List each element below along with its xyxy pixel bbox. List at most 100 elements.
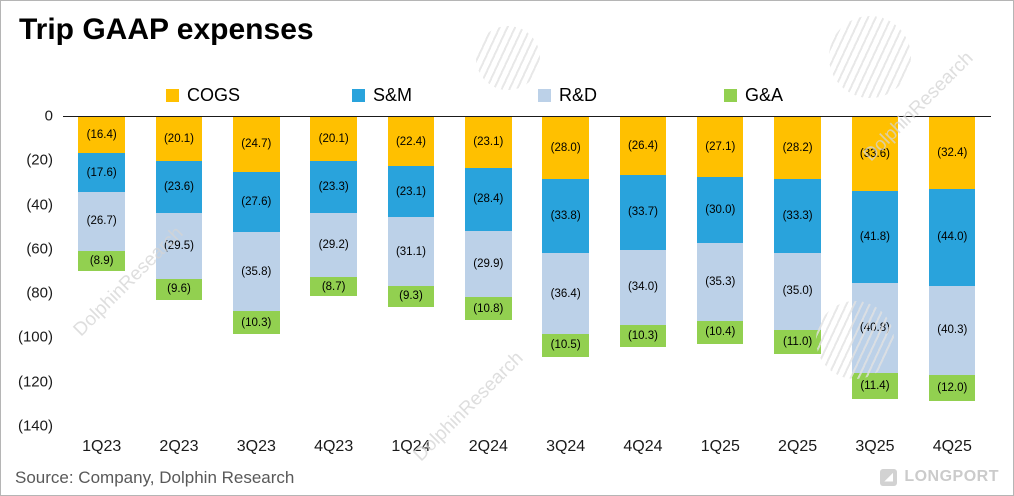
bar-segment-ga: (8.9) — [78, 250, 125, 271]
source-note: Source: Company, Dolphin Research — [15, 468, 295, 487]
x-tick-label: 3Q24 — [546, 438, 586, 455]
bar-slot: (28.2) (33.3) (35.0) (11.0) — [759, 117, 836, 426]
bar-segment-cogs: (33.6) — [851, 117, 899, 192]
bar-segment-sm: (33.8) — [542, 178, 589, 254]
bar-segment-cogs: (24.7) — [233, 117, 280, 172]
bar-segment-ga: (11.0) — [774, 329, 821, 355]
bar-segment-cogs: (20.1) — [310, 117, 357, 162]
stacked-bar-1q25: (27.1) (30.0) (35.3) (10.4) — [697, 117, 744, 426]
segment-value-label: (9.3) — [399, 290, 423, 303]
x-tick-label: 4Q23 — [314, 438, 354, 455]
stacked-bar-4q25: (32.4) (44.0) (40.3) (12.0) — [929, 117, 976, 426]
bar-slot: (22.4) (23.1) (31.1) (9.3) — [372, 117, 449, 426]
segment-value-label: (28.4) — [473, 193, 504, 206]
bar-slot: (33.6) (41.8) (40.8) (11.4) — [836, 117, 913, 426]
bar-segment-cogs: (32.4) — [929, 117, 976, 189]
segment-value-label: (16.4) — [86, 129, 117, 142]
stacked-bar-3q25: (33.6) (41.8) (40.8) (11.4) — [851, 117, 899, 426]
segment-value-label: (32.4) — [937, 146, 968, 159]
bar-segment-rd: (29.9) — [465, 230, 512, 297]
bar-segment-sm: (41.8) — [851, 191, 899, 284]
legend-item-cogs: COGS — [166, 85, 352, 106]
x-tick-label: 2Q23 — [159, 438, 199, 455]
bar-segment-ga: (8.7) — [310, 277, 357, 297]
bar-segment-ga: (10.5) — [542, 333, 589, 357]
segment-value-label: (26.4) — [627, 140, 658, 153]
segment-value-label: (27.1) — [705, 140, 736, 153]
segment-value-label: (28.2) — [782, 142, 813, 155]
segment-value-label: (20.1) — [163, 133, 195, 146]
bar-segment-ga: (10.4) — [697, 320, 744, 344]
bar-segment-sm: (17.6) — [78, 153, 125, 193]
segment-value-label: (29.9) — [473, 257, 504, 270]
longport-icon — [880, 468, 898, 486]
segment-value-label: (20.1) — [318, 133, 349, 146]
stacked-bar-4q24: (26.4) (33.7) (34.0) (10.3) — [619, 117, 667, 426]
legend-item-ga: G&A — [724, 85, 910, 106]
segment-value-label: (44.0) — [937, 231, 968, 244]
segment-value-label: (12.0) — [937, 381, 968, 394]
bar-segment-rd: (35.0) — [774, 252, 821, 330]
legend-swatch-ga — [724, 89, 737, 102]
stacked-bar-3q24: (28.0) (33.8) (36.4) (10.5) — [542, 117, 589, 426]
bar-slot: (16.4) (17.6) (26.7) (8.9) — [63, 117, 140, 426]
bar-slot: (23.1) (28.4) (29.9) (10.8) — [450, 117, 527, 426]
bar-segment-rd: (29.2) — [310, 212, 357, 278]
legend-label: R&D — [559, 85, 598, 105]
bar-slot: (20.1) (23.3) (29.2) (8.7) — [295, 117, 372, 426]
bar-segment-rd: (34.0) — [619, 249, 667, 325]
bar-segment-rd: (40.3) — [929, 285, 976, 375]
segment-value-label: (27.6) — [241, 195, 272, 208]
bar-segment-ga: (10.3) — [233, 311, 280, 335]
segment-value-label: (10.3) — [241, 316, 272, 329]
stacked-bar-2q25: (28.2) (33.3) (35.0) (11.0) — [774, 117, 821, 426]
page-title: Trip GAAP expenses — [19, 13, 314, 46]
stacked-bar-3q23: (24.7) (27.6) (35.8) (10.3) — [233, 117, 280, 426]
segment-value-label: (22.4) — [395, 135, 426, 148]
bar-segment-sm: (23.3) — [310, 161, 357, 213]
bar-segment-sm: (23.1) — [387, 166, 435, 218]
segment-value-label: (31.1) — [395, 245, 426, 258]
bar-segment-rd: (35.8) — [233, 232, 280, 312]
bar-segment-ga: (12.0) — [929, 374, 976, 402]
segment-value-label: (41.8) — [859, 231, 890, 244]
bar-segment-cogs: (22.4) — [387, 117, 435, 167]
y-tick-label: (60) — [26, 240, 53, 258]
segment-value-label: (11.0) — [783, 336, 813, 349]
segment-value-label: (23.3) — [318, 181, 349, 194]
bar-segment-cogs: (16.4) — [78, 117, 125, 154]
bar-segment-ga: (10.8) — [465, 296, 512, 321]
y-axis: 0 (20) (40) (60) (80) (100) (120) (140) — [11, 108, 63, 435]
y-tick-label: (80) — [26, 284, 53, 302]
stacked-bar-1q23: (16.4) (17.6) (26.7) (8.9) — [78, 117, 125, 426]
bar-segment-ga: (11.4) — [851, 373, 899, 399]
segment-value-label: (33.6) — [859, 148, 890, 161]
bar-segment-cogs: (28.0) — [542, 117, 589, 179]
legend-label: S&M — [373, 85, 413, 105]
segment-value-label: (30.0) — [705, 203, 736, 216]
bar-slot: (26.4) (33.7) (34.0) (10.3) — [604, 117, 681, 426]
bar-segment-cogs: (23.1) — [465, 117, 512, 168]
bar-segment-ga: (9.3) — [387, 286, 435, 307]
longport-logo: LONGPORT — [880, 468, 999, 486]
segment-value-label: (29.2) — [318, 239, 349, 251]
legend-label: COGS — [187, 85, 241, 105]
bar-segment-sm: (23.6) — [155, 161, 203, 214]
bar-segment-cogs: (28.2) — [774, 117, 821, 180]
bar-segment-rd: (31.1) — [387, 217, 435, 287]
segment-value-label: (23.1) — [473, 136, 504, 149]
y-tick-label: (120) — [17, 373, 53, 391]
segment-value-label: (33.7) — [627, 206, 658, 219]
segment-value-label: (36.4) — [550, 287, 581, 300]
bar-segment-rd: (36.4) — [542, 253, 589, 334]
bar-slot: (32.4) (44.0) (40.3) (12.0) — [914, 117, 991, 426]
x-tick-label: 2Q24 — [468, 438, 508, 455]
bar-segment-rd: (29.5) — [155, 213, 203, 279]
segment-value-label: (10.4) — [705, 326, 736, 339]
x-tick-label: 1Q24 — [391, 438, 431, 455]
segment-value-label: (35.8) — [241, 265, 272, 278]
chart-area: 0 (20) (40) (60) (80) (100) (120) (140) (16.4)(… — [11, 108, 991, 435]
x-tick-label: 4Q25 — [932, 438, 972, 455]
legend-item-rd: R&D — [538, 85, 724, 106]
bar-slot: (20.1) (23.6) (29.5) (9.6) — [140, 117, 217, 426]
